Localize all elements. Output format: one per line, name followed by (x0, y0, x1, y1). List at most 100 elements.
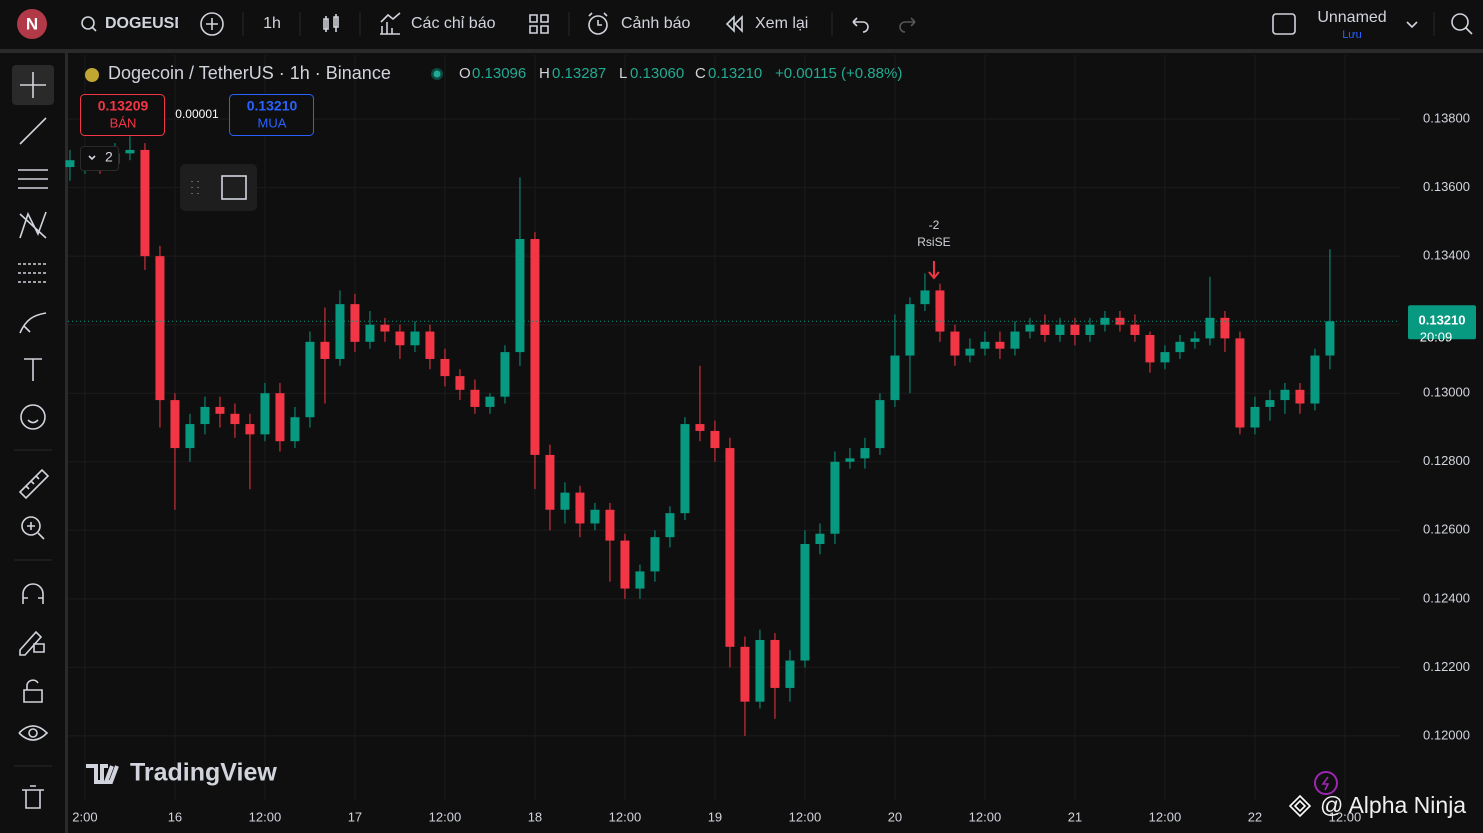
sell-button[interactable] (80, 94, 165, 136)
lightning[interactable] (1314, 771, 1338, 795)
layout-checkbox[interactable] (1272, 13, 1296, 35)
candle-body (410, 331, 420, 346)
candle-body (365, 324, 375, 342)
y-tick-label: 0.12800 (1423, 453, 1470, 468)
y-tick-label: 0.13400 (1423, 248, 1470, 263)
add-icon (206, 18, 218, 30)
candle-body (650, 537, 660, 572)
price-label: 0.13210 (1419, 313, 1466, 328)
lock-tool[interactable] (23, 679, 43, 703)
indicators[interactable]: Các chỉ báo (411, 15, 496, 32)
candle-body (1235, 338, 1245, 428)
candle-body (515, 239, 525, 353)
pattern-tool[interactable] (19, 211, 47, 239)
x-tick-label: 12:00 (249, 809, 282, 824)
candle-body (980, 341, 990, 349)
x-tick-label: 12:00 (1149, 809, 1182, 824)
emoji-tool[interactable] (20, 404, 46, 430)
candle-body (395, 331, 405, 346)
y-tick-label: 0.12600 (1423, 522, 1470, 537)
candle-body (1160, 352, 1170, 363)
candle-body (860, 448, 870, 459)
candle-body (350, 304, 360, 342)
layout-menu[interactable] (1406, 21, 1418, 29)
candle-body (455, 376, 465, 390)
lock-draw-tool[interactable] (19, 630, 45, 656)
redo[interactable] (899, 17, 916, 33)
sell-label: BÁN (110, 115, 137, 130)
candle-body (125, 149, 135, 154)
candle-body (845, 458, 855, 462)
candle-body (1085, 324, 1095, 335)
candle-body (1250, 406, 1260, 428)
candle-body (1265, 400, 1275, 407)
candle-body (545, 454, 555, 510)
candle-body (755, 639, 765, 702)
avatar[interactable] (17, 9, 47, 39)
candle-body (1040, 324, 1050, 335)
buy-button[interactable] (229, 94, 314, 136)
candle-body (1025, 324, 1035, 332)
chart-type-icon[interactable] (323, 14, 339, 32)
o-value: 0.13096 (472, 65, 526, 82)
symbol[interactable]: DOGEUSD (105, 15, 186, 32)
candle-body (770, 639, 780, 688)
countdown: 20:09 (1420, 330, 1453, 345)
candle-body (140, 149, 150, 257)
candle-body (185, 424, 195, 449)
candle-body (500, 352, 510, 397)
candle-body (245, 424, 255, 435)
l-value: 0.13060 (630, 65, 684, 82)
trendline-tool[interactable] (19, 117, 47, 145)
y-tick-label: 0.13600 (1423, 179, 1470, 194)
x-tick-label: 12:00 (429, 809, 462, 824)
zoom-tool[interactable] (21, 516, 41, 536)
magnet-tool[interactable] (22, 583, 44, 604)
layout-name[interactable]: Unnamed (1317, 9, 1386, 26)
quick-search[interactable] (1451, 13, 1469, 31)
replay-icon (725, 15, 743, 33)
candle-body (590, 509, 600, 524)
status-dot (433, 70, 441, 78)
ruler-tool[interactable] (18, 468, 50, 500)
coin-icon (85, 68, 99, 82)
add-symbol[interactable] (200, 12, 224, 36)
candle-body (485, 396, 495, 407)
credit: @ Alpha Ninja (1320, 792, 1466, 818)
candle-body (1280, 389, 1290, 401)
symbol-title: Dogecoin / TetherUS · 1h · Binance (108, 63, 391, 83)
interval[interactable]: 1h (263, 15, 281, 32)
x-tick-label: 20 (888, 809, 902, 824)
candle-body (950, 331, 960, 356)
hide-tool (28, 728, 38, 738)
annotation: -2 (929, 218, 940, 232)
h-value: 0.13287 (552, 65, 606, 82)
candle-body (830, 461, 840, 534)
buy-price: 0.13210 (247, 98, 298, 114)
hide-tool[interactable] (18, 725, 49, 741)
fib-tool[interactable] (18, 169, 48, 189)
undo[interactable] (852, 17, 869, 33)
separator (65, 53, 68, 833)
layouts-icon[interactable] (529, 14, 549, 34)
replay[interactable]: Xem lại (755, 15, 808, 32)
delete-tool[interactable] (22, 785, 44, 809)
save[interactable]: Lưu (1342, 29, 1362, 41)
alerts[interactable]: Cảnh báo (621, 15, 690, 32)
credit-logo (1288, 794, 1312, 818)
drag-handle[interactable] (191, 181, 199, 194)
projection-tool[interactable] (18, 263, 48, 283)
x-tick-label: 17 (348, 809, 362, 824)
chevron (88, 155, 96, 161)
x-tick-label: 22 (1248, 809, 1262, 824)
text-tool[interactable] (24, 358, 42, 381)
candle-body (875, 400, 885, 449)
indicator-toggle[interactable] (80, 146, 119, 171)
candle-body (335, 304, 345, 359)
brush-tool[interactable] (19, 312, 47, 334)
indicators-icon (380, 12, 401, 35)
rectangle-tool[interactable] (221, 175, 247, 200)
crosshair-tool[interactable] (20, 72, 46, 98)
